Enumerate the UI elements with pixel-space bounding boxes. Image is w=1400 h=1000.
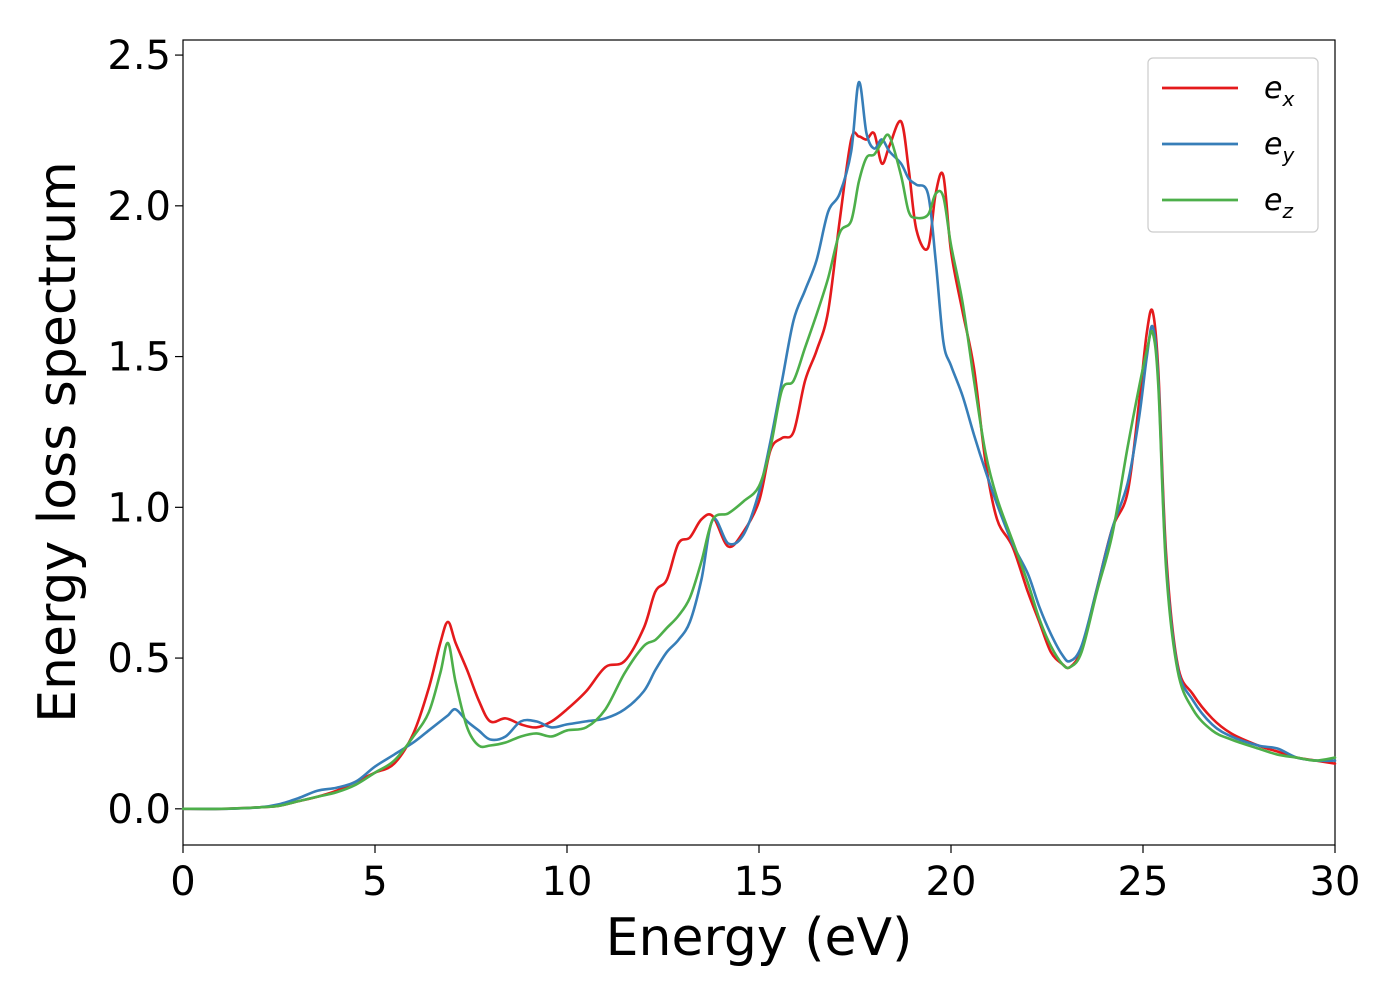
x-tick-label: 20 [926,859,977,905]
series-line-x [181,119,1337,811]
x-tick-label: 10 [542,859,593,905]
y-tick-label: 2.5 [107,33,171,79]
y-tick-label: 1.0 [107,485,171,531]
x-axis-label: Energy (eV) [606,908,913,968]
legend-label-z: ez [1264,183,1293,223]
y-tick-label: 1.5 [107,335,171,381]
x-tick-label: 5 [362,859,387,905]
x-tick-label: 0 [170,859,195,905]
series-line-z [181,133,1337,811]
x-axis: 0 5 10 15 20 25 30 [170,845,1360,905]
legend-label-x: ex [1264,71,1294,111]
y-tick-label: 0.0 [107,787,171,833]
y-tick-label: 2.0 [107,184,171,230]
x-tick-label: 30 [1310,859,1361,905]
series-lines [181,80,1337,811]
y-axis-label: Energy loss spectrum [28,161,88,723]
series-line-y [181,80,1337,811]
plot-area [182,39,1336,846]
legend: ex ey ez [1147,57,1319,233]
y-axis: 0.0 0.5 1.0 1.5 2.0 2.5 [107,33,183,833]
x-tick-label: 15 [734,859,785,905]
y-tick-label: 0.5 [107,636,171,682]
x-tick-label: 25 [1118,859,1169,905]
legend-label-y: ey [1264,127,1295,167]
